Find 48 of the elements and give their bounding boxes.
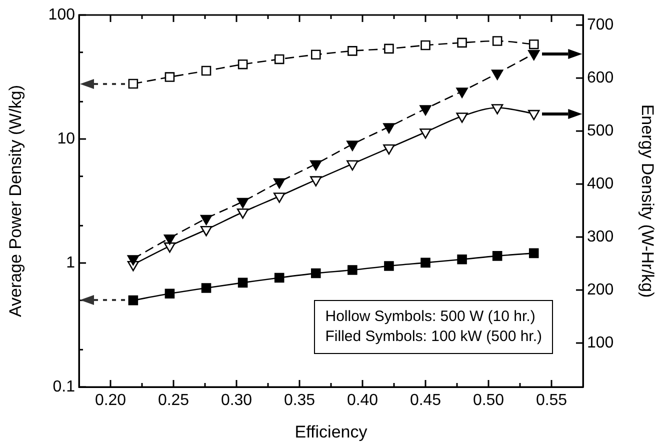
point xyxy=(348,265,358,275)
x-tick-label: 0.30 xyxy=(220,392,252,410)
y2-tick-label: 600 xyxy=(587,69,614,86)
point xyxy=(128,295,138,306)
x-tick-label: 0.35 xyxy=(284,392,316,410)
y-tick-label: 1 xyxy=(66,254,76,272)
y2-tick-label: 300 xyxy=(587,228,614,246)
point xyxy=(457,254,467,264)
x-tick-label: 0.45 xyxy=(410,392,442,410)
point xyxy=(384,261,394,271)
annotation: Hollow Symbols: 500 W (10 hr.) xyxy=(325,307,536,327)
y-tick-label: 10 xyxy=(57,130,76,148)
x-tick-label: 0.25 xyxy=(158,392,190,410)
point xyxy=(384,44,394,54)
point xyxy=(492,36,502,46)
annotation: Filled Symbols: 100 kW (500 hr.) xyxy=(325,327,542,347)
point xyxy=(310,268,321,278)
point xyxy=(274,54,284,64)
point xyxy=(420,40,430,50)
point xyxy=(238,278,248,288)
y2-tick-label: 100 xyxy=(587,334,614,352)
y-tick-label: 100 xyxy=(48,6,76,24)
point xyxy=(164,288,175,299)
point xyxy=(528,39,539,50)
y2-axis-title: Energy Density (W-Hr/kg) xyxy=(638,104,658,298)
point xyxy=(492,251,502,261)
point xyxy=(201,66,212,76)
y2-tick-label: 700 xyxy=(587,16,614,34)
point xyxy=(528,248,539,258)
x-tick-label: 0.55 xyxy=(536,392,568,410)
y2-tick-label: 200 xyxy=(587,281,614,298)
point xyxy=(348,46,358,56)
y-tick-label: 0.1 xyxy=(52,378,76,396)
x-axis-title: Efficiency xyxy=(294,422,368,442)
point xyxy=(164,72,175,82)
x-tick-label: 0.20 xyxy=(94,392,126,410)
point xyxy=(201,283,212,293)
y2-tick-label: 500 xyxy=(587,122,614,140)
point xyxy=(274,272,284,283)
point xyxy=(310,50,321,60)
x-tick-label: 0.50 xyxy=(472,392,504,410)
point xyxy=(457,38,467,48)
x-tick-label: 0.40 xyxy=(346,392,378,410)
y2-tick-label: 400 xyxy=(587,175,614,192)
y-axis-title: Average Power Density (W/kg) xyxy=(6,84,25,318)
point xyxy=(238,59,248,70)
point xyxy=(128,78,138,89)
point xyxy=(420,258,430,268)
